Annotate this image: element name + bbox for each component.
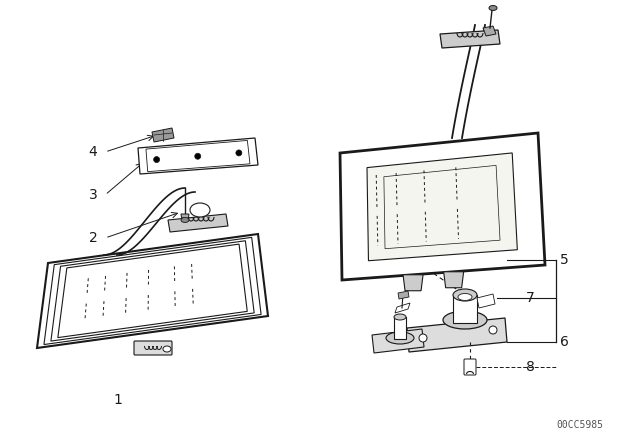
Circle shape — [154, 156, 159, 163]
Polygon shape — [168, 214, 228, 232]
Bar — [453, 295, 477, 323]
Polygon shape — [398, 291, 409, 299]
Text: 2: 2 — [88, 231, 97, 245]
Circle shape — [489, 326, 497, 334]
Circle shape — [236, 150, 242, 156]
Ellipse shape — [181, 217, 189, 223]
Text: 5: 5 — [560, 253, 569, 267]
Ellipse shape — [394, 314, 406, 320]
Ellipse shape — [163, 346, 171, 352]
Polygon shape — [477, 294, 495, 308]
Polygon shape — [367, 153, 517, 261]
Polygon shape — [407, 318, 507, 352]
Text: 7: 7 — [526, 291, 535, 305]
Polygon shape — [181, 214, 189, 221]
Text: 8: 8 — [526, 360, 535, 374]
Polygon shape — [138, 138, 258, 174]
Text: 3: 3 — [88, 188, 97, 202]
Polygon shape — [444, 272, 463, 288]
Circle shape — [419, 334, 427, 342]
Ellipse shape — [190, 203, 210, 217]
Polygon shape — [152, 128, 174, 142]
Ellipse shape — [458, 293, 472, 301]
Ellipse shape — [453, 289, 477, 301]
Polygon shape — [403, 275, 423, 291]
Text: 4: 4 — [88, 145, 97, 159]
FancyBboxPatch shape — [464, 359, 476, 375]
Ellipse shape — [489, 5, 497, 10]
Polygon shape — [37, 234, 268, 348]
Text: 6: 6 — [560, 335, 569, 349]
Polygon shape — [395, 303, 410, 313]
Circle shape — [195, 153, 201, 159]
Polygon shape — [372, 329, 424, 353]
Ellipse shape — [386, 332, 414, 344]
Polygon shape — [483, 26, 496, 36]
Bar — [394, 317, 406, 339]
Polygon shape — [440, 30, 500, 48]
Polygon shape — [340, 133, 545, 280]
FancyBboxPatch shape — [134, 341, 172, 355]
Ellipse shape — [443, 311, 487, 329]
Text: 1: 1 — [113, 393, 122, 407]
Text: 00CC5985: 00CC5985 — [557, 420, 604, 430]
